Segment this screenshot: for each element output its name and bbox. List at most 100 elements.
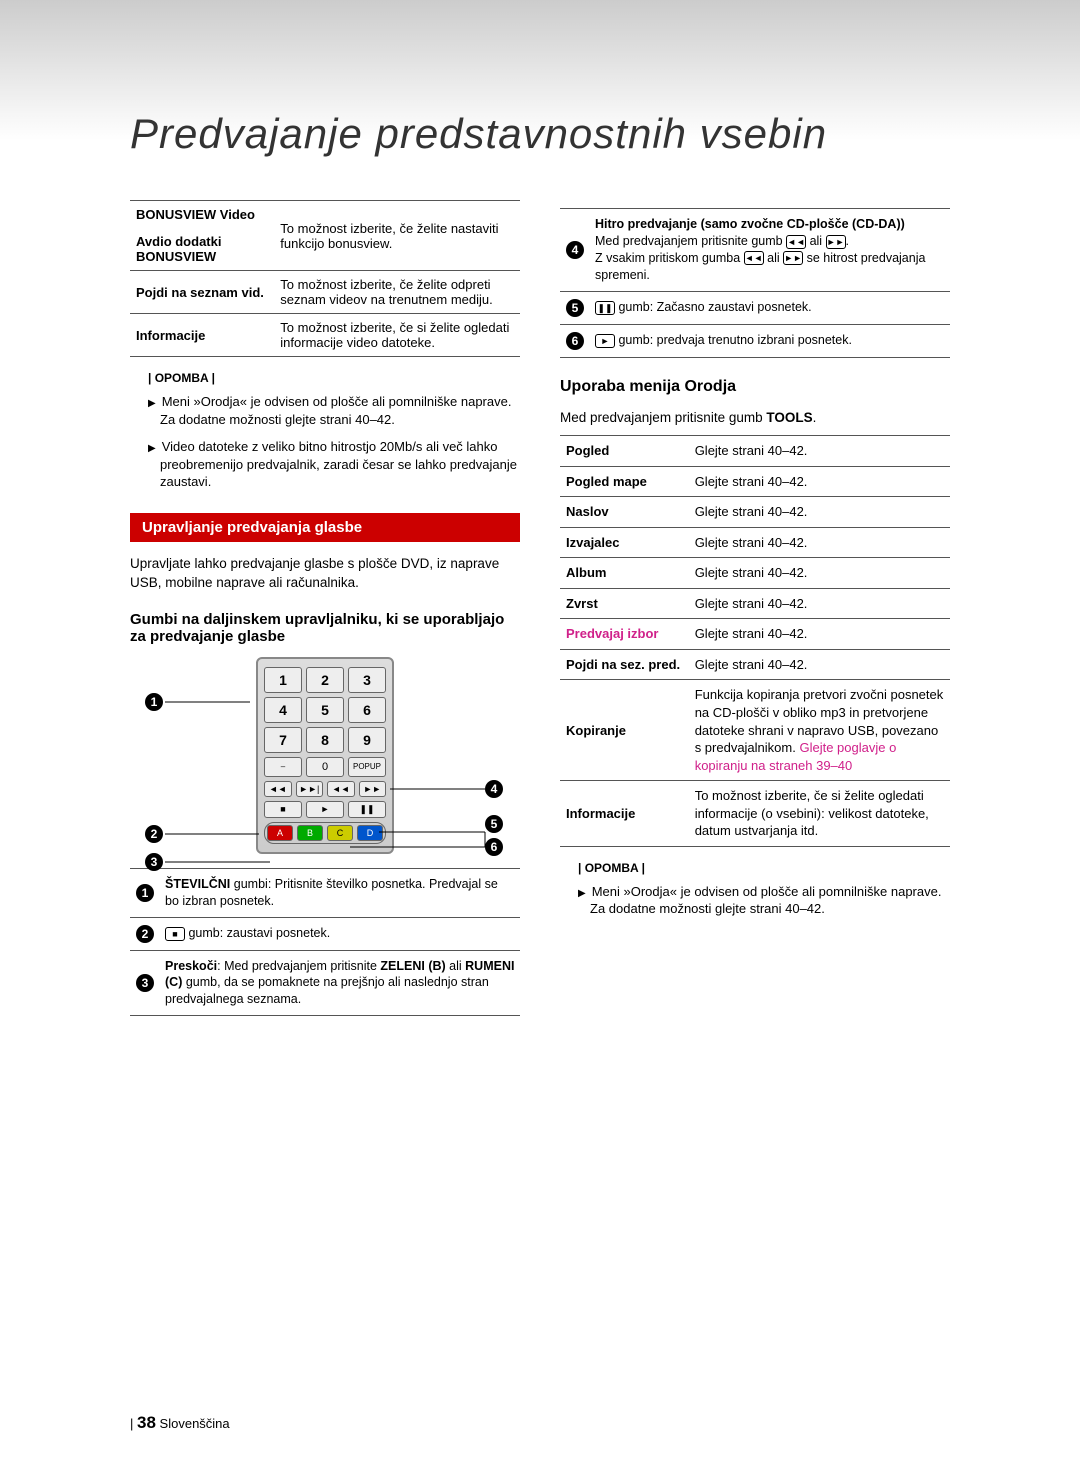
table-row: 2 ■ gumb: zaustavi posnetek. — [130, 917, 520, 950]
play-icon: ► — [595, 334, 615, 348]
remote-key[interactable]: POPUP — [348, 757, 386, 777]
cell-value: To možnost izberite, če želite nastaviti… — [280, 221, 498, 251]
note-label: | OPOMBA | — [148, 371, 520, 385]
remote-key-d[interactable]: D — [357, 825, 383, 841]
cell-value: Glejte strani 40–42. — [689, 436, 950, 467]
cell-value: Glejte strani 40–42. — [689, 588, 950, 619]
remote-key-rew[interactable]: ◄◄ — [327, 781, 355, 797]
cell-value: Funkcija kopiranja pretvori zvočni posne… — [689, 680, 950, 781]
note-item: Meni »Orodja« je odvisen od plošče ali p… — [578, 883, 950, 918]
remote-key[interactable]: 5 — [306, 697, 344, 723]
remote-key-ff[interactable]: ►► — [359, 781, 387, 797]
remote-key[interactable]: 2 — [306, 667, 344, 693]
legend-num: 6 — [566, 332, 584, 350]
button-legend-table-right: 4 Hitro predvajanje (samo zvočne CD-ploš… — [560, 208, 950, 358]
table-row: 4 Hitro predvajanje (samo zvočne CD-ploš… — [560, 209, 950, 292]
table-row: Pogled mapeGlejte strani 40–42. — [560, 466, 950, 497]
text-span: Med predvajanjem pritisnite gumb — [560, 410, 766, 425]
table-row: Pojdi na seznam vid. To možnost izberite… — [130, 271, 520, 314]
callout-num: 2 — [145, 825, 163, 843]
cell-label: Zvrst — [560, 588, 689, 619]
language-label: Slovenščina — [160, 1416, 230, 1431]
table-row: KopiranjeFunkcija kopiranja pretvori zvo… — [560, 680, 950, 781]
remote-key-stop[interactable]: ■ — [264, 801, 302, 818]
remote-row: ■ ► ❚❚ — [264, 801, 386, 818]
remote-key[interactable]: 1 — [264, 667, 302, 693]
legend-text: gumb: Začasno zaustavi posnetek. — [615, 300, 812, 314]
remote-illustration: 1 2 3 4 5 6 1 2 3 4 5 6 7 8 9 — [130, 657, 520, 854]
table-row: Pojdi na sez. pred.Glejte strani 40–42. — [560, 649, 950, 680]
note-item: Meni »Orodja« je odvisen od plošče ali p… — [148, 393, 520, 428]
subheading: Gumbi na daljinskem upravljalniku, ki se… — [130, 611, 520, 645]
cell-label: Informacije — [560, 781, 689, 847]
remote-row: A B C D — [264, 822, 386, 844]
callout-num: 3 — [145, 853, 163, 871]
note-item: Video datoteke z veliko bitno hitrostjo … — [148, 438, 520, 491]
remote-numpad: 1 2 3 4 5 6 7 8 9 — [264, 667, 386, 753]
legend-text: : Med predvajanjem pritisnite — [217, 959, 380, 973]
table-row: IzvajalecGlejte strani 40–42. — [560, 527, 950, 558]
remote-key-next[interactable]: ►►| — [296, 781, 324, 797]
cell-value: Glejte strani 40–42. — [689, 527, 950, 558]
remote-key-a[interactable]: A — [267, 825, 293, 841]
subheading: Uporaba menija Orodja — [560, 378, 950, 396]
legend-text: gumb: zaustavi posnetek. — [185, 926, 330, 940]
legend-text: gumb: predvaja trenutno izbrani posnetek… — [615, 333, 852, 347]
remote-key[interactable]: 4 — [264, 697, 302, 723]
remote-key-b[interactable]: B — [297, 825, 323, 841]
cell-value: To možnost izberite, če si želite ogleda… — [280, 320, 509, 350]
callout-num: 4 — [485, 780, 503, 798]
cell-label: Informacije — [136, 328, 205, 343]
cell-value: Glejte strani 40–42. — [689, 558, 950, 589]
legend-num: 3 — [136, 974, 154, 992]
remote-key-play[interactable]: ► — [306, 801, 344, 818]
cell-value: Glejte strani 40–42. — [689, 649, 950, 680]
page: Predvajanje predstavnostnih vsebin BONUS… — [0, 0, 1080, 1477]
cell-value: Glejte strani 40–42. — [689, 497, 950, 528]
content: BONUSVIEW Video To možnost izberite, če … — [0, 200, 1080, 1016]
legend-text: Z vsakim pritiskom gumba — [595, 251, 744, 265]
cell-label: BONUSVIEW Video — [136, 207, 255, 222]
remote-row: – 0 POPUP — [264, 757, 386, 777]
cell-value: Glejte strani 40–42. — [689, 619, 950, 650]
ff-icon: ►► — [783, 251, 803, 265]
page-title: Predvajanje predstavnostnih vsebin — [130, 110, 827, 158]
table-row: Informacije To možnost izberite, če si ž… — [130, 314, 520, 357]
table-row: ZvrstGlejte strani 40–42. — [560, 588, 950, 619]
text-bold: TOOLS — [766, 410, 812, 425]
cell-label: Kopiranje — [560, 680, 689, 781]
callout-num: 5 — [485, 815, 503, 833]
legend-text: gumb, da se pomaknete na prejšnjo ali na… — [165, 975, 489, 1006]
callout-num: 1 — [145, 693, 163, 711]
cell-label: Pogled — [560, 436, 689, 467]
rew-icon: ◄◄ — [786, 235, 806, 249]
table-row: AlbumGlejte strani 40–42. — [560, 558, 950, 589]
legend-title: Preskoči — [165, 959, 217, 973]
section-heading: Upravljanje predvajanja glasbe — [130, 513, 520, 542]
remote-key[interactable]: 3 — [348, 667, 386, 693]
remote-key[interactable]: 9 — [348, 727, 386, 753]
button-legend-table: 1 ŠTEVILČNI gumbi: Pritisnite številko p… — [130, 868, 520, 1016]
page-footer: | 38 Slovenščina — [130, 1413, 230, 1433]
legend-text: ali — [810, 234, 826, 248]
table-row: 5 ❚❚ gumb: Začasno zaustavi posnetek. — [560, 291, 950, 324]
remote-key[interactable]: 7 — [264, 727, 302, 753]
header-band: Predvajanje predstavnostnih vsebin — [0, 0, 1080, 200]
remote-key[interactable]: 0 — [306, 757, 344, 777]
bonusview-table: BONUSVIEW Video To možnost izberite, če … — [130, 200, 520, 357]
legend-num: 4 — [566, 241, 584, 259]
remote-key[interactable]: 8 — [306, 727, 344, 753]
table-row: InformacijeTo možnost izberite, če si že… — [560, 781, 950, 847]
legend-text: ali — [446, 959, 465, 973]
remote-key-pause[interactable]: ❚❚ — [348, 801, 386, 818]
rew-icon: ◄◄ — [744, 251, 764, 265]
cell-value: To možnost izberite, če želite odpreti s… — [280, 277, 492, 307]
left-column: BONUSVIEW Video To možnost izberite, če … — [130, 200, 520, 1016]
cell-label: Predvajaj izbor — [560, 619, 689, 650]
remote-key-prev[interactable]: ◄◄ — [264, 781, 292, 797]
remote-key[interactable]: – — [264, 757, 302, 777]
remote-key-c[interactable]: C — [327, 825, 353, 841]
cell-label: Album — [560, 558, 689, 589]
remote-key[interactable]: 6 — [348, 697, 386, 723]
text-span: . — [813, 410, 817, 425]
